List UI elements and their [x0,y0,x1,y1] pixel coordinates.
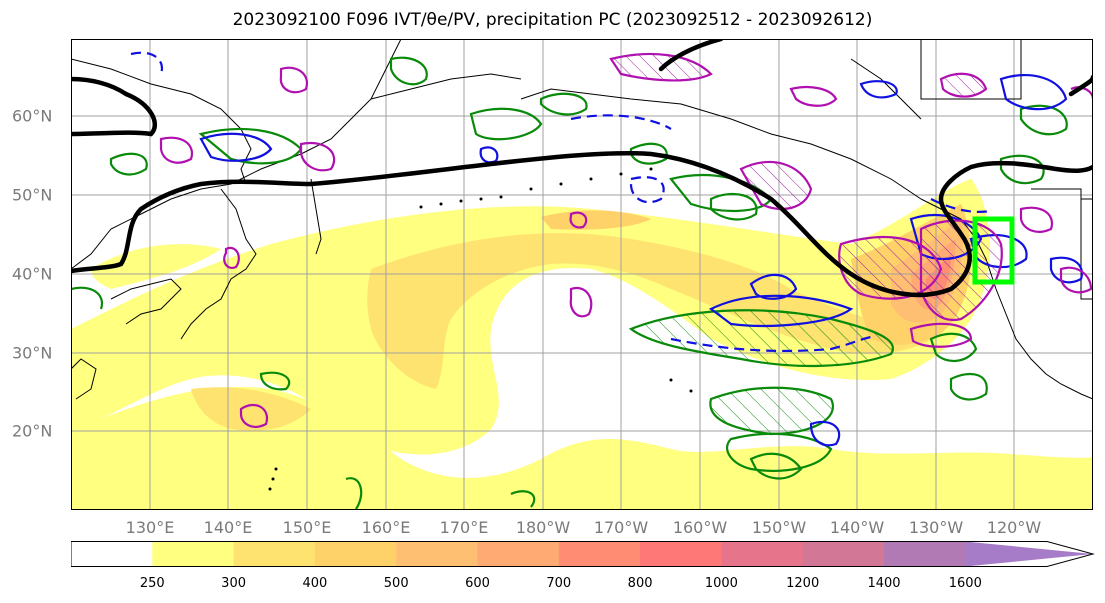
colorbar-segment [152,541,235,567]
colorbar-tick-label: 1600 [948,576,982,591]
colorbar-tick-label: 700 [546,576,572,591]
lon-label-140w: 140°W [829,518,885,537]
coastlines [71,39,1093,400]
lon-label-130e: 130°E [125,518,175,537]
magenta-contours [159,52,1093,428]
colorbar-tick-label: 600 [465,576,490,591]
colorbar-segment [884,541,966,567]
colorbar-tick-label: 300 [221,576,247,591]
colorbar-tick-label: 250 [139,576,165,591]
lat-label-20n: 20°N [12,421,53,441]
colorbar-segment [802,541,885,567]
colorbar-segment [233,541,316,567]
lon-label-140e: 140°E [203,518,253,537]
colorbar-tick-label: 800 [627,576,653,591]
colorbar-segment [721,541,804,567]
lon-label-160w: 160°W [672,518,728,537]
colorbar-segment [71,541,153,567]
colorbar-segment [965,541,1093,567]
colorbar-segment [640,541,722,567]
lon-label-120w: 120°W [986,518,1042,537]
colorbar-segments [71,541,1093,567]
lon-label-130w: 130°W [908,518,964,537]
colorbar-segment [314,541,397,567]
colorbar-tick-label: 1000 [704,576,738,591]
lon-label-160e: 160°E [361,518,411,537]
colorbar-segment [558,541,641,567]
map-title: 2023092100 F096 IVT/θe/PV, precipitation… [232,10,873,30]
jet-contour [71,39,1093,298]
lat-label-60n: 60°N [12,106,53,126]
lon-label-180w: 180°W [515,518,571,537]
colorbar-segment [396,541,479,567]
lat-label-40n: 40°N [12,264,53,284]
colorbar-tick-label: 500 [383,576,409,591]
colorbar-tick-label: 400 [302,576,328,591]
colorbar-tick-label: 1200 [786,576,820,591]
colorbar-segment [477,541,560,567]
colorbar-outline [71,541,1095,567]
lat-label-30n: 30°N [12,343,53,363]
region-highlight-box [972,216,1015,285]
lon-label-170w: 170°W [593,518,649,537]
lon-label-170e: 170°E [439,518,489,537]
colorbar-ticks [151,566,966,567]
colorbar [71,541,1095,567]
lon-label-150w: 150°W [751,518,807,537]
lon-label-150e: 150°E [282,518,332,537]
colorbar-tick-label: 1400 [867,576,901,591]
aleutian-islands [268,167,693,491]
lat-label-50n: 50°N [12,185,53,205]
theta-e-contours [71,56,1068,510]
map-panel [71,39,1093,510]
map-border [71,39,1093,510]
